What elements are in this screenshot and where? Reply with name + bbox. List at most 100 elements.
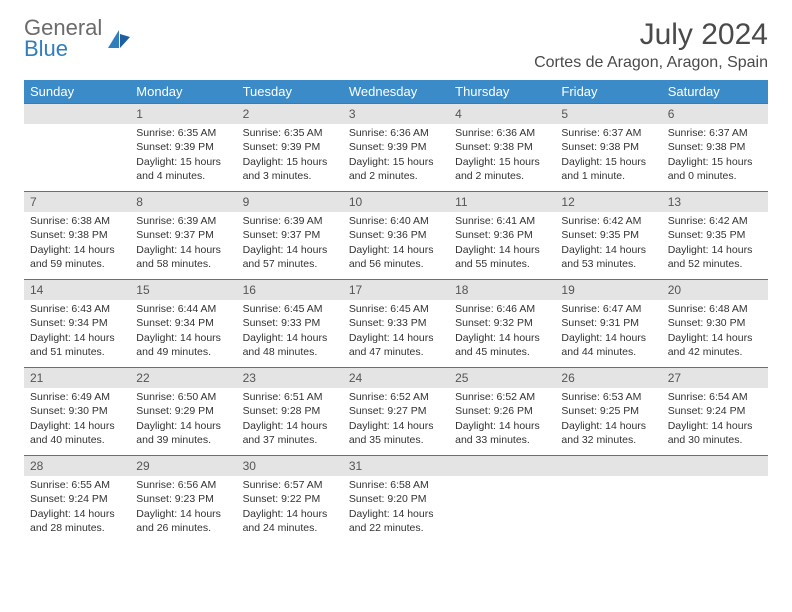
day-number: 12: [555, 191, 661, 212]
cell-line: Sunset: 9:22 PM: [243, 492, 337, 506]
day-number: 9: [237, 191, 343, 212]
cell-line: and 3 minutes.: [243, 169, 337, 183]
month-title: July 2024: [534, 18, 768, 52]
day-number: 23: [237, 367, 343, 388]
cell-line: Daylight: 15 hours: [455, 155, 549, 169]
cell-body: Sunrise: 6:56 AMSunset: 9:23 PMDaylight:…: [130, 476, 236, 539]
cell-line: and 53 minutes.: [561, 257, 655, 271]
calendar-body: 1Sunrise: 6:35 AMSunset: 9:39 PMDaylight…: [24, 103, 768, 543]
cell-line: Sunrise: 6:48 AM: [668, 302, 762, 316]
cell-line: Sunrise: 6:43 AM: [30, 302, 124, 316]
cell-line: and 37 minutes.: [243, 433, 337, 447]
cell-body: Sunrise: 6:37 AMSunset: 9:38 PMDaylight:…: [555, 124, 661, 187]
cell-line: Daylight: 14 hours: [243, 419, 337, 433]
day-number: 19: [555, 279, 661, 300]
cell-line: Daylight: 15 hours: [349, 155, 443, 169]
cell-body: Sunrise: 6:52 AMSunset: 9:27 PMDaylight:…: [343, 388, 449, 451]
cell-line: Daylight: 14 hours: [349, 331, 443, 345]
cell-body: Sunrise: 6:50 AMSunset: 9:29 PMDaylight:…: [130, 388, 236, 451]
calendar-cell: 10Sunrise: 6:40 AMSunset: 9:36 PMDayligh…: [343, 191, 449, 279]
day-number: [24, 103, 130, 124]
cell-line: Sunset: 9:26 PM: [455, 404, 549, 418]
cell-body: Sunrise: 6:39 AMSunset: 9:37 PMDaylight:…: [237, 212, 343, 275]
cell-line: and 45 minutes.: [455, 345, 549, 359]
page-header: General Blue July 2024 Cortes de Aragon,…: [24, 18, 768, 72]
calendar-cell: [662, 455, 768, 543]
calendar-cell: 8Sunrise: 6:39 AMSunset: 9:37 PMDaylight…: [130, 191, 236, 279]
cell-body: Sunrise: 6:46 AMSunset: 9:32 PMDaylight:…: [449, 300, 555, 363]
cell-body: Sunrise: 6:36 AMSunset: 9:39 PMDaylight:…: [343, 124, 449, 187]
day-number: 5: [555, 103, 661, 124]
cell-line: Sunset: 9:33 PM: [349, 316, 443, 330]
cell-line: Daylight: 14 hours: [136, 419, 230, 433]
day-number: 15: [130, 279, 236, 300]
cell-line: and 22 minutes.: [349, 521, 443, 535]
cell-line: Sunset: 9:30 PM: [668, 316, 762, 330]
cell-line: and 24 minutes.: [243, 521, 337, 535]
cell-line: Daylight: 14 hours: [349, 507, 443, 521]
calendar-cell: 2Sunrise: 6:35 AMSunset: 9:39 PMDaylight…: [237, 103, 343, 191]
day-number: 26: [555, 367, 661, 388]
cell-line: Sunset: 9:39 PM: [136, 140, 230, 154]
calendar-week: 14Sunrise: 6:43 AMSunset: 9:34 PMDayligh…: [24, 279, 768, 367]
cell-line: Sunrise: 6:39 AM: [243, 214, 337, 228]
day-number: 14: [24, 279, 130, 300]
cell-line: Sunrise: 6:57 AM: [243, 478, 337, 492]
cell-body: Sunrise: 6:47 AMSunset: 9:31 PMDaylight:…: [555, 300, 661, 363]
cell-line: and 47 minutes.: [349, 345, 443, 359]
cell-line: Sunrise: 6:55 AM: [30, 478, 124, 492]
cell-line: Sunrise: 6:45 AM: [243, 302, 337, 316]
cell-line: Daylight: 14 hours: [136, 243, 230, 257]
calendar-week: 28Sunrise: 6:55 AMSunset: 9:24 PMDayligh…: [24, 455, 768, 543]
cell-line: Daylight: 14 hours: [349, 243, 443, 257]
day-number: 1: [130, 103, 236, 124]
sail-icon: [106, 28, 132, 50]
day-number: 21: [24, 367, 130, 388]
day-number: 27: [662, 367, 768, 388]
cell-line: Sunrise: 6:45 AM: [349, 302, 443, 316]
calendar-cell: 30Sunrise: 6:57 AMSunset: 9:22 PMDayligh…: [237, 455, 343, 543]
cell-line: and 59 minutes.: [30, 257, 124, 271]
cell-line: Sunset: 9:29 PM: [136, 404, 230, 418]
cell-line: Daylight: 14 hours: [136, 507, 230, 521]
cell-line: Daylight: 14 hours: [668, 331, 762, 345]
cell-line: Sunrise: 6:39 AM: [136, 214, 230, 228]
day-number: 30: [237, 455, 343, 476]
cell-body: Sunrise: 6:55 AMSunset: 9:24 PMDaylight:…: [24, 476, 130, 539]
day-header: Sunday: [24, 80, 130, 103]
cell-line: Sunrise: 6:49 AM: [30, 390, 124, 404]
cell-body: [449, 476, 555, 482]
calendar-cell: 4Sunrise: 6:36 AMSunset: 9:38 PMDaylight…: [449, 103, 555, 191]
day-number: 6: [662, 103, 768, 124]
calendar-week: 7Sunrise: 6:38 AMSunset: 9:38 PMDaylight…: [24, 191, 768, 279]
day-number: 8: [130, 191, 236, 212]
cell-line: Sunrise: 6:44 AM: [136, 302, 230, 316]
cell-line: and 57 minutes.: [243, 257, 337, 271]
day-header: Tuesday: [237, 80, 343, 103]
cell-body: Sunrise: 6:35 AMSunset: 9:39 PMDaylight:…: [237, 124, 343, 187]
cell-line: Daylight: 14 hours: [455, 243, 549, 257]
day-number: 31: [343, 455, 449, 476]
cell-line: Daylight: 14 hours: [668, 243, 762, 257]
cell-line: and 40 minutes.: [30, 433, 124, 447]
calendar-cell: 7Sunrise: 6:38 AMSunset: 9:38 PMDaylight…: [24, 191, 130, 279]
cell-line: and 33 minutes.: [455, 433, 549, 447]
cell-line: Sunrise: 6:35 AM: [136, 126, 230, 140]
cell-body: Sunrise: 6:57 AMSunset: 9:22 PMDaylight:…: [237, 476, 343, 539]
cell-line: Daylight: 14 hours: [561, 419, 655, 433]
cell-line: and 49 minutes.: [136, 345, 230, 359]
calendar-cell: [555, 455, 661, 543]
cell-line: Sunset: 9:31 PM: [561, 316, 655, 330]
cell-line: Sunrise: 6:54 AM: [668, 390, 762, 404]
cell-line: Sunset: 9:39 PM: [349, 140, 443, 154]
cell-body: Sunrise: 6:37 AMSunset: 9:38 PMDaylight:…: [662, 124, 768, 187]
calendar-week: 1Sunrise: 6:35 AMSunset: 9:39 PMDaylight…: [24, 103, 768, 191]
cell-line: Sunrise: 6:46 AM: [455, 302, 549, 316]
calendar-cell: 19Sunrise: 6:47 AMSunset: 9:31 PMDayligh…: [555, 279, 661, 367]
calendar-cell: 3Sunrise: 6:36 AMSunset: 9:39 PMDaylight…: [343, 103, 449, 191]
cell-line: Sunrise: 6:41 AM: [455, 214, 549, 228]
cell-line: Sunset: 9:39 PM: [243, 140, 337, 154]
cell-body: Sunrise: 6:38 AMSunset: 9:38 PMDaylight:…: [24, 212, 130, 275]
cell-line: Sunset: 9:24 PM: [668, 404, 762, 418]
cell-line: Daylight: 15 hours: [561, 155, 655, 169]
